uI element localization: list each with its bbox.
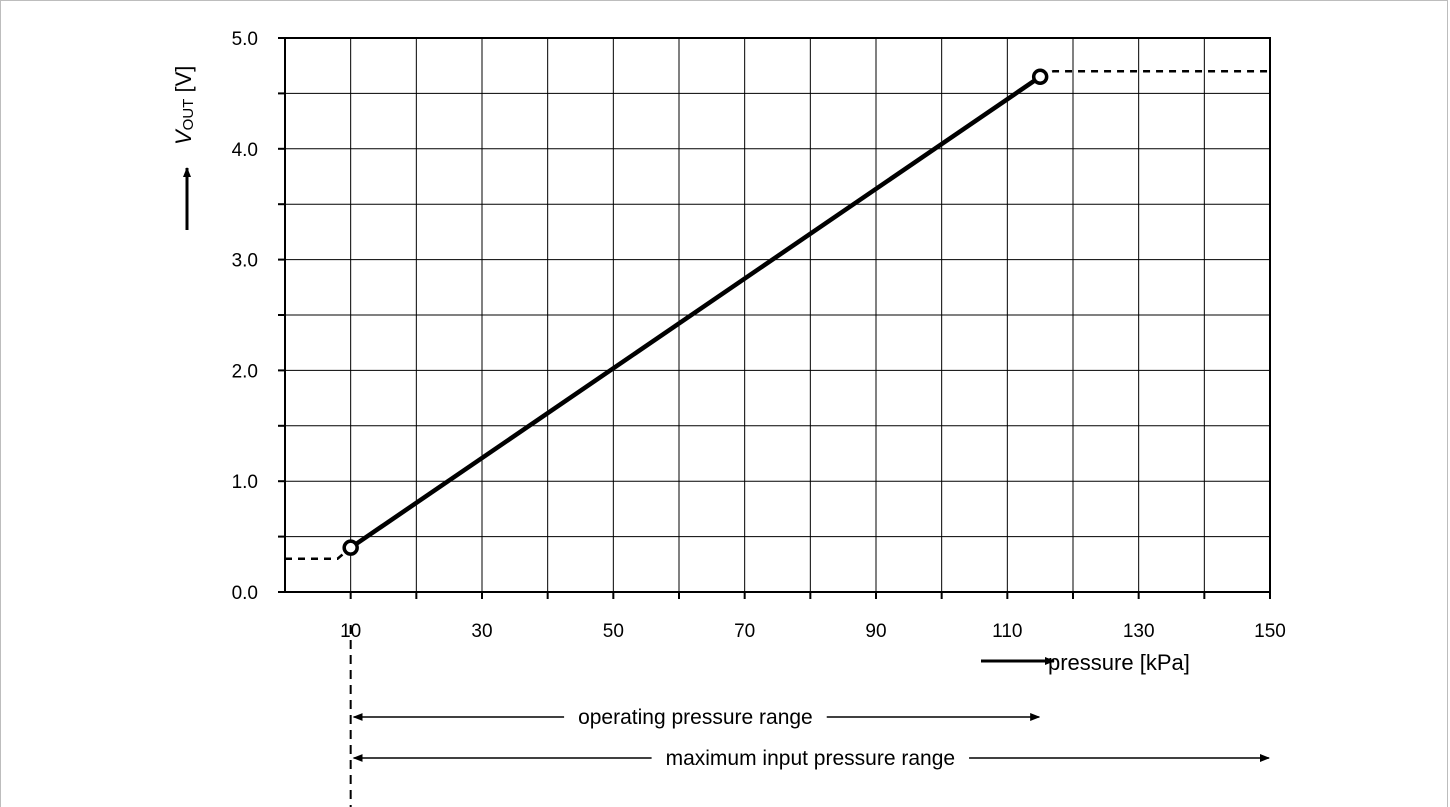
dashed-extension-line: [1039, 69, 1270, 78]
range-label: maximum input pressure range: [666, 747, 955, 770]
x-tick-label: 70: [734, 621, 755, 642]
endpoint-marker: [1031, 68, 1049, 86]
x-tick-label: 30: [471, 621, 492, 642]
x-tick-label: 150: [1254, 621, 1286, 642]
y-tick-label: 4.0: [232, 140, 258, 161]
range-label: operating pressure range: [578, 706, 813, 729]
y-tick-label: 5.0: [232, 29, 258, 50]
grid: [285, 38, 1270, 592]
dashed-extension-line: [285, 546, 352, 561]
y-tick-label: 1.0: [232, 472, 258, 493]
y-axis-label-unit: [V]: [171, 66, 196, 99]
output-voltage-line: [349, 74, 1042, 550]
labels: pressure [kPa] VOUT [V]: [171, 66, 1190, 675]
y-tick-label: 2.0: [232, 361, 258, 382]
annotations: operating pressure range maximum input pr…: [183, 167, 1270, 807]
endpoint-marker: [342, 539, 359, 556]
data-layer: [285, 68, 1270, 561]
y-axis-label: VOUT [V]: [171, 66, 197, 145]
y-tick-label: 3.0: [232, 251, 258, 272]
x-tick-label: 110: [992, 621, 1022, 642]
x-tick-label: 90: [865, 621, 886, 642]
y-axis-label-main: V: [171, 128, 196, 145]
x-tick-label: 50: [603, 621, 624, 642]
y-axis-label-sub: OUT: [180, 99, 197, 131]
x-tick-label: 130: [1123, 621, 1155, 642]
y-tick-label: 0.0: [232, 583, 258, 604]
x-axis-label: pressure [kPa]: [1048, 650, 1190, 675]
